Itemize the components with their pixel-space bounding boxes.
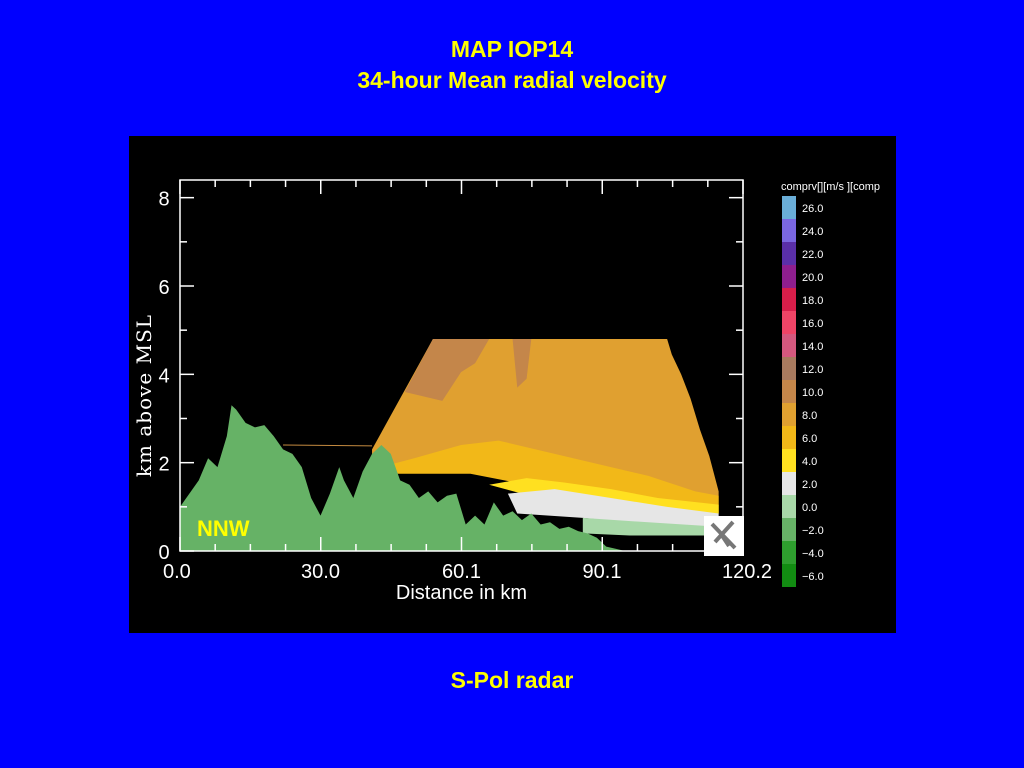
title-line-2: 34-hour Mean radial velocity (357, 67, 667, 93)
velocity-region-1 (404, 339, 490, 401)
colorbar-tick-label: 4.0 (802, 456, 817, 468)
colorbar-tick-label: 26.0 (802, 203, 823, 215)
colorbar-swatch (782, 426, 796, 449)
colorbar-swatch (782, 449, 796, 472)
y-axis-label: km above MSL (132, 314, 156, 477)
colorbar-tick-label: 14.0 (802, 341, 823, 353)
x-tick-label: 30.0 (301, 561, 340, 583)
velocity-region-6 (582, 517, 719, 536)
velocity-region-2 (512, 339, 532, 388)
colorbar-tick-label: 18.0 (802, 295, 823, 307)
colorbar-tick-label: 6.0 (802, 433, 817, 445)
radar-velocity-chart: 0 2 4 6 8 0.0 30.0 60.1 90.1 120.2 Distance in km k… (132, 179, 880, 604)
colorbar-swatch (782, 219, 796, 242)
y-tick-label: 6 (158, 277, 169, 299)
colorbar-tick-label: 8.0 (802, 410, 817, 422)
colorbar-tick-label: −6.0 (802, 571, 824, 583)
colorbar-tick-label: 2.0 (802, 479, 817, 491)
velocity-region-5 (507, 489, 719, 527)
x-axis-label: Distance in km (396, 582, 527, 604)
colorbar-tick-label: 24.0 (802, 226, 823, 238)
colorbar-tick-label: 0.0 (802, 502, 817, 514)
colorbar-swatch (782, 334, 796, 357)
caption: S-Pol radar (450, 667, 574, 693)
colorbar-swatch (782, 472, 796, 495)
y-tick-label: 0 (158, 542, 169, 564)
colorbar-swatch (782, 518, 796, 541)
x-tick-label: 90.1 (583, 561, 622, 583)
colorbar-swatch (782, 495, 796, 518)
velocity-region-4 (489, 478, 719, 514)
colorbar-swatch (782, 541, 796, 564)
colorbar-tick-label: −4.0 (802, 548, 824, 560)
colorbar-tick-label: 16.0 (802, 318, 823, 330)
colorbar-swatch (782, 265, 796, 288)
colorbar-tick-label: −2.0 (802, 525, 824, 537)
terrain-profile (180, 405, 719, 551)
beam-edge-line (283, 444, 373, 447)
slide-title: MAP IOP14 34-hour Mean radial velocity (0, 34, 1024, 96)
direction-annotation: NNW (197, 516, 250, 541)
colorbar-swatch (782, 196, 796, 219)
colorbar-label: comprv[][m/s ][comp (781, 181, 880, 193)
x-tick-label: 0.0 (163, 561, 191, 583)
colorbar-tick-label: 10.0 (802, 387, 823, 399)
colorbar-tick-label: 20.0 (802, 272, 823, 284)
colorbar-swatch (782, 311, 796, 334)
y-tick-label: 4 (158, 365, 169, 387)
colorbar-swatch (782, 357, 796, 380)
x-tick-label: 60.1 (442, 561, 481, 583)
colorbar-swatch (782, 288, 796, 311)
title-line-1: MAP IOP14 (450, 36, 574, 62)
y-tick-label: 8 (158, 189, 169, 211)
y-tick-label: 2 (158, 454, 169, 476)
colorbar-swatch (782, 242, 796, 265)
radar-site-marker-icon (704, 516, 744, 556)
no-echo-band (610, 536, 705, 549)
colorbar-swatch (782, 564, 796, 587)
colorbar-swatch (782, 403, 796, 426)
x-tick-label: 120.2 (722, 561, 772, 583)
colorbar-swatch (782, 380, 796, 403)
radar-cross-section-panel: 0 2 4 6 8 0.0 30.0 60.1 90.1 120.2 Distance in km k… (129, 136, 896, 633)
colorbar-tick-label: 22.0 (802, 249, 823, 261)
colorbar-tick-label: 12.0 (802, 364, 823, 376)
